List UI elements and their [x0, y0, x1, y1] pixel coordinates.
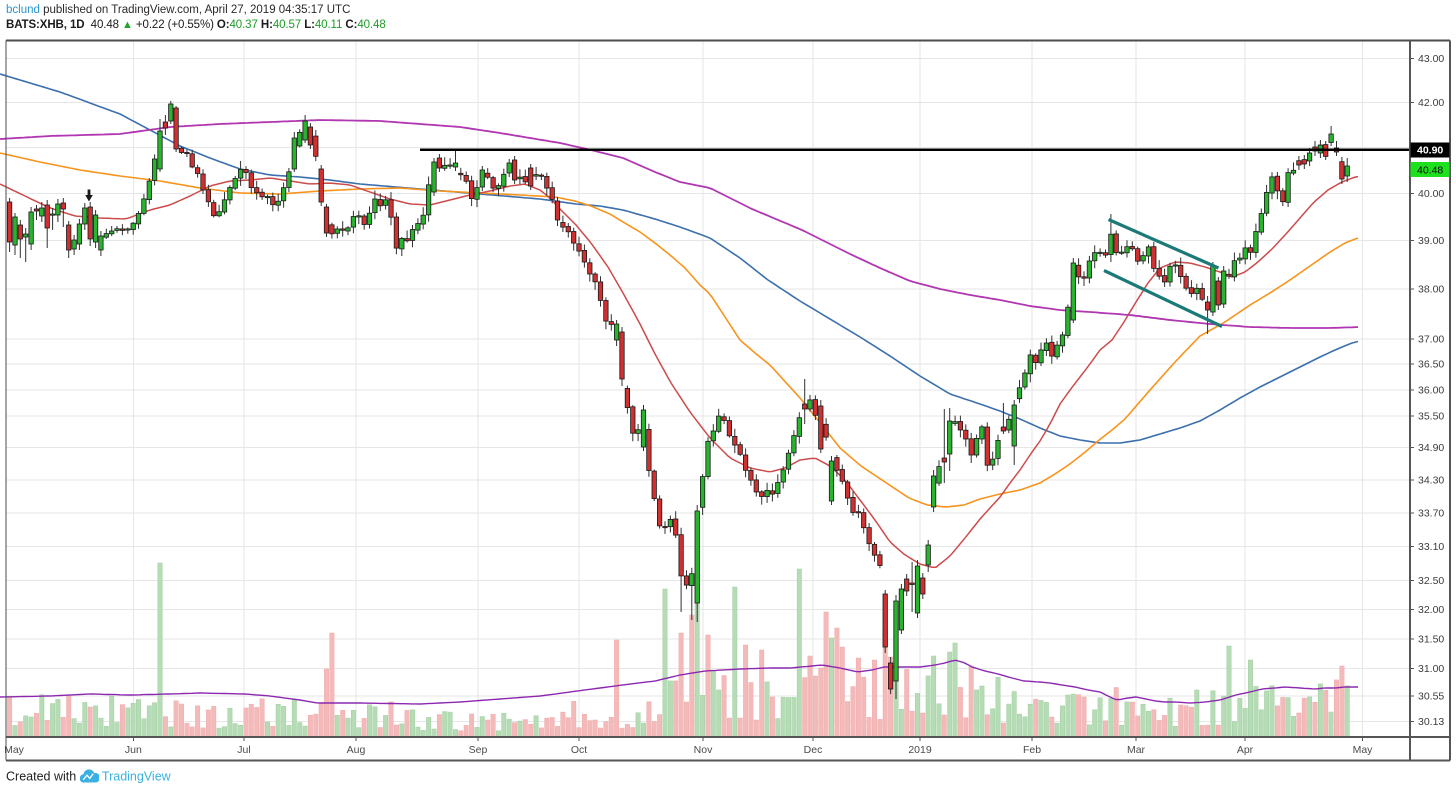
- svg-text:May: May: [4, 744, 25, 756]
- svg-text:Feb: Feb: [1023, 744, 1041, 756]
- svg-text:Dec: Dec: [804, 744, 823, 756]
- svg-text:30.13: 30.13: [1418, 716, 1444, 728]
- svg-text:31.00: 31.00: [1418, 663, 1444, 675]
- svg-text:Sep: Sep: [469, 744, 488, 756]
- svg-text:2019: 2019: [908, 744, 932, 756]
- svg-text:Apr: Apr: [1237, 744, 1254, 756]
- svg-text:Jul: Jul: [237, 744, 250, 756]
- svg-text:36.50: 36.50: [1418, 359, 1444, 371]
- svg-text:30.55: 30.55: [1418, 690, 1444, 702]
- svg-text:Oct: Oct: [571, 744, 587, 756]
- svg-text:42.00: 42.00: [1418, 97, 1444, 109]
- svg-text:May: May: [1353, 744, 1374, 756]
- svg-text:40.00: 40.00: [1418, 188, 1444, 200]
- svg-text:40.90: 40.90: [1417, 145, 1443, 157]
- svg-text:34.30: 34.30: [1418, 475, 1444, 487]
- svg-text:31.50: 31.50: [1418, 633, 1444, 645]
- svg-text:Mar: Mar: [1127, 744, 1146, 756]
- svg-text:35.50: 35.50: [1418, 410, 1444, 422]
- svg-text:33.70: 33.70: [1418, 507, 1444, 519]
- svg-text:38.00: 38.00: [1418, 284, 1444, 296]
- svg-text:36.00: 36.00: [1418, 384, 1444, 396]
- svg-text:Aug: Aug: [347, 744, 366, 756]
- svg-text:32.00: 32.00: [1418, 604, 1444, 616]
- svg-text:37.00: 37.00: [1418, 333, 1444, 345]
- svg-text:40.48: 40.48: [1417, 164, 1443, 176]
- svg-text:Nov: Nov: [694, 744, 713, 756]
- svg-text:Jun: Jun: [125, 744, 142, 756]
- svg-text:32.50: 32.50: [1418, 575, 1444, 587]
- svg-text:43.00: 43.00: [1418, 53, 1444, 65]
- svg-text:39.00: 39.00: [1418, 235, 1444, 247]
- svg-text:33.10: 33.10: [1418, 541, 1444, 553]
- svg-text:34.90: 34.90: [1418, 442, 1444, 454]
